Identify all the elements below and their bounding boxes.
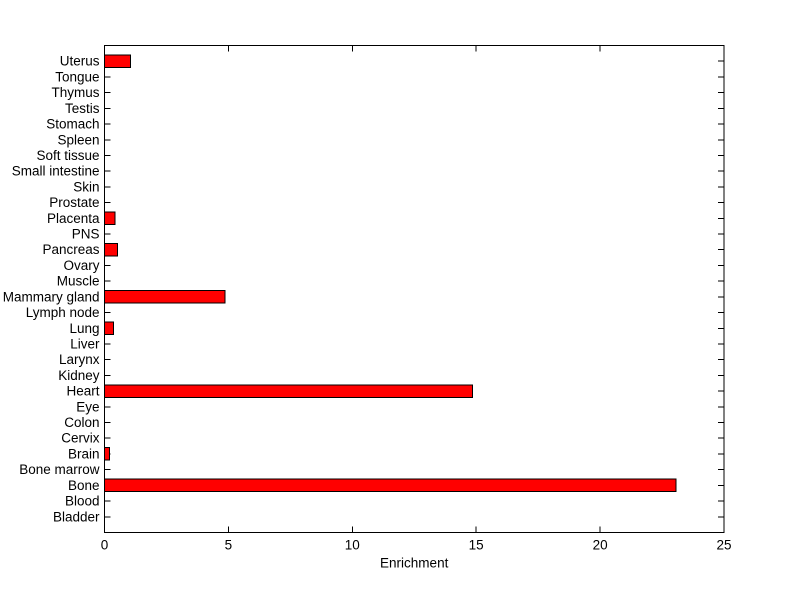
svg-text:Lymph node: Lymph node xyxy=(26,305,100,320)
svg-text:20: 20 xyxy=(593,538,608,553)
svg-text:Testis: Testis xyxy=(65,101,100,116)
svg-text:Colon: Colon xyxy=(64,415,99,430)
svg-text:Blood: Blood xyxy=(65,494,100,509)
svg-text:Prostate: Prostate xyxy=(49,195,99,210)
svg-text:5: 5 xyxy=(225,538,233,553)
svg-text:Bone: Bone xyxy=(68,478,100,493)
svg-text:PNS: PNS xyxy=(72,227,100,242)
svg-text:Eye: Eye xyxy=(76,399,99,414)
svg-text:Stomach: Stomach xyxy=(46,117,99,132)
svg-text:Larynx: Larynx xyxy=(59,352,100,367)
svg-text:10: 10 xyxy=(345,538,360,553)
svg-text:Cervix: Cervix xyxy=(61,431,100,446)
svg-text:Heart: Heart xyxy=(66,384,99,399)
svg-text:Muscle: Muscle xyxy=(57,274,100,289)
svg-text:Liver: Liver xyxy=(70,336,100,351)
svg-text:Kidney: Kidney xyxy=(58,368,100,383)
svg-text:25: 25 xyxy=(716,538,731,553)
svg-text:Small intestine: Small intestine xyxy=(12,164,100,179)
svg-text:Bladder: Bladder xyxy=(53,509,100,524)
svg-text:Placenta: Placenta xyxy=(47,211,100,226)
svg-text:Soft tissue: Soft tissue xyxy=(36,148,99,163)
svg-text:Skin: Skin xyxy=(73,179,99,194)
svg-text:Spleen: Spleen xyxy=(57,132,99,147)
svg-text:Enrichment: Enrichment xyxy=(380,556,449,571)
svg-text:Brain: Brain xyxy=(68,446,100,461)
svg-text:Bone marrow: Bone marrow xyxy=(19,462,100,477)
svg-text:Tongue: Tongue xyxy=(55,69,99,84)
svg-text:Lung: Lung xyxy=(69,321,99,336)
svg-text:0: 0 xyxy=(101,538,109,553)
svg-text:Mammary gland: Mammary gland xyxy=(3,289,100,304)
svg-text:Ovary: Ovary xyxy=(63,258,99,273)
svg-text:Thymus: Thymus xyxy=(51,85,99,100)
svg-text:15: 15 xyxy=(469,538,484,553)
svg-text:Pancreas: Pancreas xyxy=(42,242,99,257)
svg-text:Uterus: Uterus xyxy=(60,54,100,69)
